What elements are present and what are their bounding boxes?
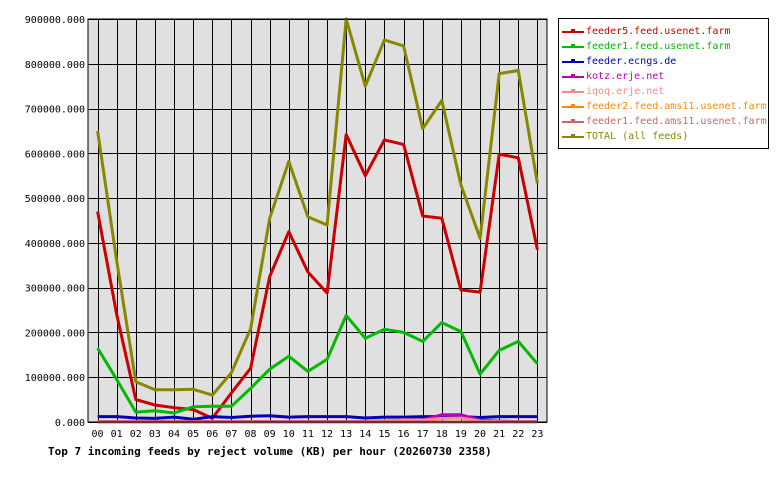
x-tick-label: 19: [455, 429, 467, 440]
y-tick-label: 100000.000: [25, 373, 85, 384]
legend-swatch: [562, 117, 584, 127]
y-tick-label: 800000.000: [25, 60, 85, 71]
y-tick-label: 200000.000: [25, 328, 85, 339]
legend-swatch: [562, 132, 584, 142]
y-tick-label: 300000.000: [25, 284, 85, 295]
y-tick-label: 400000.000: [25, 239, 85, 250]
legend-label: iqoq.erje.net: [586, 86, 665, 97]
y-tick-label: 500000.000: [25, 194, 85, 205]
y-tick-label: 900000.000: [25, 15, 85, 26]
legend-label: feeder1.feed.usenet.farm: [586, 41, 731, 52]
legend-swatch: [562, 72, 584, 82]
legend-label: feeder1.feed.ams11.usenet.farm: [586, 116, 767, 127]
legend-item: kotz.erje.net: [559, 69, 768, 84]
x-tick-label: 03: [149, 429, 161, 440]
legend-swatch: [562, 42, 584, 52]
y-tick-labels: 0.000 100000.000 200000.000 300000.000 40000…: [25, 15, 85, 429]
x-tick-label: 23: [531, 429, 543, 440]
x-tick-labels: 00 01 02 03 04 05 06 07 08 09 10 11 12 13 14 15 16 17 18 19…: [92, 429, 544, 440]
x-tick-label: 06: [206, 429, 218, 440]
x-tick-label: 17: [417, 429, 429, 440]
legend-swatch: [562, 27, 584, 37]
series-line-total-all-feeds: [96, 17, 539, 397]
legend-label: kotz.erje.net: [586, 71, 665, 82]
x-tick-label: 10: [283, 429, 295, 440]
y-tick-label: 600000.000: [25, 149, 85, 160]
x-tick-label: 00: [92, 429, 104, 440]
x-tick-label: 04: [168, 429, 180, 440]
x-tick-label: 14: [359, 429, 371, 440]
legend-swatch: [562, 87, 584, 97]
x-tick-label: 11: [302, 429, 314, 440]
legend-label: feeder2.feed.ams11.usenet.farm: [586, 101, 767, 112]
x-tick-label: 02: [130, 429, 142, 440]
legend-label: feeder5.feed.usenet.farm: [586, 26, 731, 37]
x-tick-label: 08: [245, 429, 257, 440]
x-tick-label: 16: [398, 429, 410, 440]
legend-item: iqoq.erje.net: [559, 84, 768, 99]
legend-label: feeder.ecngs.de: [586, 56, 677, 67]
x-tick-label: 07: [225, 429, 237, 440]
x-tick-label: 05: [187, 429, 199, 440]
series-line-feeder5-feed-usenet-farm: [96, 133, 539, 420]
y-tick-label: 0.000: [55, 418, 85, 429]
legend-item: feeder1.feed.ams11.usenet.farm: [559, 114, 768, 129]
legend-label: TOTAL (all feeds): [586, 131, 689, 142]
x-tick-label: 12: [321, 429, 333, 440]
x-tick-label: 01: [111, 429, 123, 440]
legend: feeder5.feed.usenet.farm feeder1.feed.use…: [558, 18, 769, 149]
x-tick-label: 15: [378, 429, 390, 440]
legend-item: feeder5.feed.usenet.farm: [559, 24, 768, 39]
legend-item: feeder.ecngs.de: [559, 54, 768, 69]
x-tick-label: 09: [264, 429, 276, 440]
y-tick-label: 700000.000: [25, 105, 85, 116]
legend-item: feeder1.feed.usenet.farm: [559, 39, 768, 54]
x-tick-label: 18: [436, 429, 448, 440]
legend-swatch: [562, 102, 584, 112]
x-tick-label: 21: [493, 429, 505, 440]
x-tick-label: 20: [474, 429, 486, 440]
x-tick-label: 22: [512, 429, 524, 440]
legend-item: feeder2.feed.ams11.usenet.farm: [559, 99, 768, 114]
plot-frame: [87, 18, 548, 423]
legend-swatch: [562, 57, 584, 67]
series-line-feeder1-feed-usenet-farm: [96, 313, 539, 415]
legend-item: TOTAL (all feeds): [559, 129, 768, 144]
chart-title: Top 7 incoming feeds by reject volume (K…: [48, 445, 492, 458]
x-tick-label: 13: [340, 429, 352, 440]
